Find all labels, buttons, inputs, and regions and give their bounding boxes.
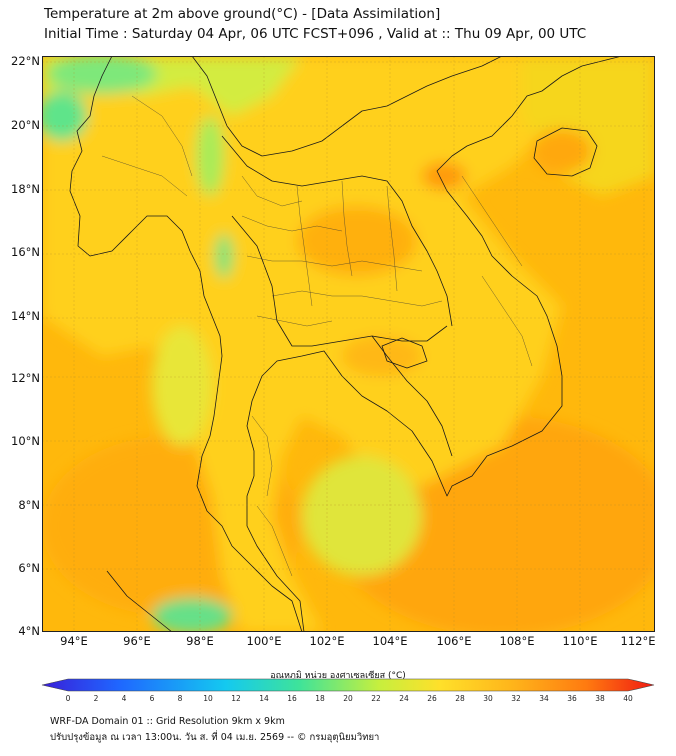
- country-border-path: [191, 56, 503, 157]
- colorbar-tick-label: 22: [371, 694, 381, 703]
- colorbar-tick-label: 28: [455, 694, 465, 703]
- colorbar-tick-label: 8: [178, 694, 183, 703]
- colorbar-tick-label: 4: [122, 694, 127, 703]
- lat-label: 10°N: [11, 434, 40, 448]
- colorbar-tick-label: 20: [343, 694, 353, 703]
- lat-label: 18°N: [11, 182, 40, 196]
- colorbar-ticks: 0 2 4 6 8 10 12 14 16 18 20 22 24 26 28 30 32 34 36 38 40: [66, 694, 633, 703]
- hot-spot: [422, 162, 466, 190]
- colorbar-tick-label: 12: [231, 694, 241, 703]
- lon-label: 104°E: [372, 634, 408, 648]
- country-borders: [69, 56, 623, 632]
- lat-label: 16°N: [11, 245, 40, 259]
- lat-label: 6°N: [18, 561, 40, 575]
- cool-highland-region: [47, 56, 157, 94]
- province-borders: [101, 95, 533, 577]
- lon-label: 94°E: [60, 634, 88, 648]
- province-border-path: [256, 315, 333, 327]
- hot-spot: [342, 336, 422, 376]
- colorbar: 0 2 4 6 8 10 12 14 16 18 20 22 24 26 28 30 32 34 36 38 40: [41, 678, 655, 703]
- hot-spot: [297, 206, 417, 276]
- province-border-path: [271, 290, 443, 307]
- colorbar-tick-label: 36: [567, 694, 577, 703]
- colorbar-tick-label: 26: [427, 694, 437, 703]
- lon-label: 106°E: [436, 634, 472, 648]
- coastline-path: [69, 56, 303, 632]
- lat-label: 8°N: [18, 498, 40, 512]
- province-border-path: [131, 95, 193, 177]
- cool-highland-region: [42, 91, 87, 141]
- colorbar-tick-label: 40: [623, 694, 633, 703]
- province-border-path: [101, 155, 188, 197]
- lon-label: 100°E: [246, 634, 282, 648]
- cool-highland-region: [215, 234, 233, 278]
- map-title: Temperature at 2m above ground(°C) - [Da…: [44, 6, 441, 22]
- lake-outline: [381, 337, 428, 369]
- colorbar-ramp: [41, 678, 655, 692]
- colorbar-tick-label: 6: [150, 694, 155, 703]
- province-border-path: [386, 185, 398, 292]
- lat-label: 12°N: [11, 371, 40, 385]
- lon-label: 96°E: [123, 634, 151, 648]
- lon-label: 110°E: [562, 634, 598, 648]
- lon-label: 102°E: [309, 634, 345, 648]
- lon-label: 108°E: [499, 634, 535, 648]
- province-border-path: [481, 275, 533, 367]
- cool-highland-region: [302, 456, 422, 576]
- lon-label: 112°E: [620, 634, 656, 648]
- colorbar-tick-label: 14: [259, 694, 269, 703]
- province-border-path: [241, 215, 343, 232]
- footer-model-info: WRF-DA Domain 01 :: Grid Resolution 9km …: [50, 716, 285, 727]
- province-border-path: [256, 505, 293, 577]
- colorbar-tick-label: 18: [315, 694, 325, 703]
- map-frame: [42, 56, 655, 632]
- footer-update-info: ปรับปรุงข้อมูล ณ เวลา 13:00น. วัน ส. ที่…: [50, 732, 380, 743]
- lat-label: 14°N: [11, 309, 40, 323]
- map-subtitle: Initial Time : Saturday 04 Apr, 06 UTC F…: [44, 26, 587, 42]
- colorbar-tick-label: 30: [483, 694, 493, 703]
- colorbar-tick-label: 38: [595, 694, 605, 703]
- province-border-path: [461, 175, 523, 267]
- coastline-path: [106, 570, 173, 632]
- colorbar-tick-label: 16: [287, 694, 297, 703]
- graticule: [42, 56, 655, 632]
- lon-label: 98°E: [186, 634, 214, 648]
- hot-spot: [532, 129, 592, 173]
- colorbar-tick-label: 24: [399, 694, 409, 703]
- province-border-path: [246, 255, 423, 272]
- cool-highland-region: [152, 598, 232, 632]
- colorbar-tick-label: 34: [539, 694, 549, 703]
- province-border-path: [241, 175, 303, 207]
- cool-highland-region: [196, 116, 224, 196]
- lat-label: 22°N: [11, 54, 40, 68]
- cool-highland-region: [152, 326, 212, 446]
- country-border-path: [221, 135, 453, 327]
- colorbar-tick-label: 0: [66, 694, 71, 703]
- province-border-path: [296, 185, 313, 307]
- island-outline: [533, 127, 598, 177]
- colorbar-tick-label: 2: [94, 694, 99, 703]
- province-border-path: [341, 180, 353, 277]
- coastline-path: [246, 56, 623, 632]
- colorbar-tick-label: 32: [511, 694, 521, 703]
- lat-label: 20°N: [11, 118, 40, 132]
- mild-land-region: [42, 56, 562, 632]
- temperature-map: [42, 56, 655, 632]
- temperature-map-canvas: [42, 56, 655, 632]
- colorbar-title: อุณหภูมิ หน่วย องศาเซลเซียส (°C): [270, 671, 406, 681]
- province-border-path: [251, 415, 273, 497]
- lat-label: 4°N: [18, 624, 40, 638]
- colorbar-tick-label: 10: [203, 694, 213, 703]
